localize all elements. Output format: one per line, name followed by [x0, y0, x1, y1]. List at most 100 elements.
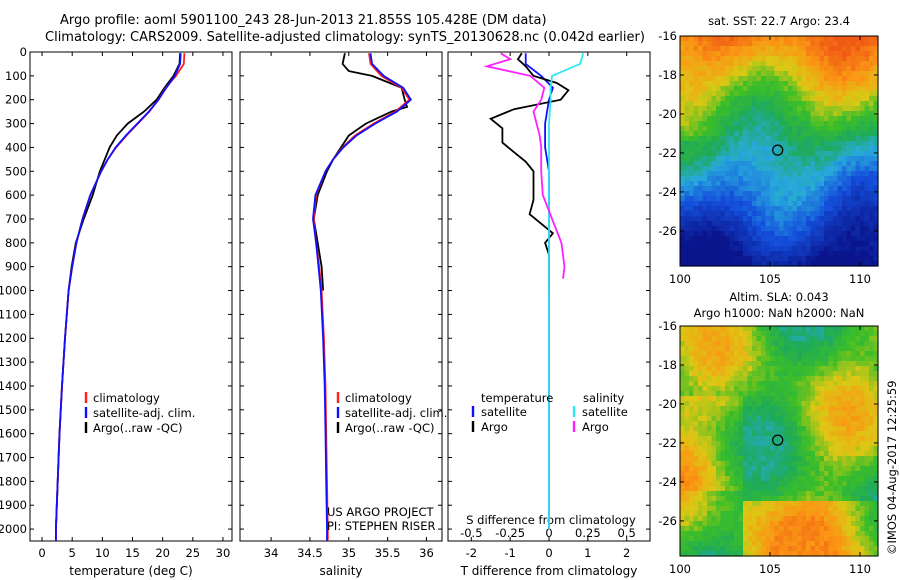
s-difference-tick-label: 0.5: [618, 526, 636, 540]
plot-frame-temperature: [29, 51, 233, 542]
lat-tick-label: -24: [658, 185, 677, 199]
credit-timestamp: ©IMOS 04-Aug-2017 12:25:59: [885, 380, 899, 555]
salinity-axis-tick-label: 34: [264, 546, 279, 560]
legend-label: satellite-adj. clim.: [345, 406, 447, 420]
t-difference-axis-label: T difference from climatology: [460, 564, 638, 578]
depth-tick-label: 0: [20, 45, 27, 59]
lat-tick-label: -16: [658, 29, 677, 43]
sst-map-title: sat. SST: 22.7 Argo: 23.4: [708, 14, 850, 28]
temperature-axis-tick-label: 20: [155, 546, 170, 560]
lon-tick-label: 100: [669, 272, 691, 286]
temperature-axis-tick-label: 0: [38, 546, 45, 560]
depth-tick-label: 200: [5, 93, 27, 107]
s-difference-tick-label: -0.25: [495, 526, 525, 540]
t-difference-axis-tick-label: 2: [623, 546, 630, 560]
temperature-axis-tick-label: 5: [69, 546, 76, 560]
depth-tick-label: 1200: [0, 331, 27, 345]
depth-tick-label: 1900: [0, 498, 27, 512]
legend-title-temperature: temperature: [481, 391, 553, 405]
salinity-axis-tick-label: 35.5: [375, 546, 401, 560]
s-difference-tick-label: 0.25: [575, 526, 601, 540]
temperature-axis-label: temperature (deg C): [69, 564, 192, 578]
lat-tick-label: -26: [658, 224, 677, 238]
legend-label: satellite: [481, 405, 527, 419]
map-frame-sst-map: [679, 35, 879, 267]
lat-tick-label: -24: [658, 475, 677, 489]
depth-tick-label: 400: [5, 140, 27, 154]
lat-tick-label: -18: [658, 68, 677, 82]
depth-tick-label: 100: [5, 69, 27, 83]
lat-tick-label: -22: [658, 436, 677, 450]
argo-location-marker: [772, 144, 784, 156]
map-sst-map: [680, 36, 879, 267]
sla-map-title-line2: Argo h1000: NaN h2000: NaN: [694, 306, 865, 320]
difference-line-temperature-Argo: [488, 52, 570, 291]
salinity-axis-tick-label: 36: [419, 546, 434, 560]
lat-tick-label: -22: [658, 146, 677, 160]
depth-tick-label: 600: [5, 188, 27, 202]
sla-map-title-line1: Altim. SLA: 0.043: [729, 290, 828, 304]
depth-tick-label: 500: [5, 164, 27, 178]
lat-tick-label: -20: [658, 107, 677, 121]
depth-tick-label: 1700: [0, 451, 27, 465]
temperature-line-satellite-adj: [55, 53, 182, 541]
lon-tick-label: 105: [759, 562, 781, 576]
t-difference-axis-tick-label: -2: [466, 546, 477, 560]
depth-tick-label: 1100: [0, 307, 27, 321]
depth-tick-label: 1000: [0, 284, 27, 298]
s-difference-tick-label: 0: [545, 526, 552, 540]
salinity-line-Argo: [312, 53, 409, 291]
salinity-axis-tick-label: 35: [341, 546, 356, 560]
t-difference-axis-tick-label: 0: [545, 546, 552, 560]
legend-label: satellite-adj. clim.: [93, 406, 195, 420]
lat-tick-label: -26: [658, 514, 677, 528]
legend-label: satellite: [582, 405, 628, 419]
temperature-axis-tick-label: 25: [185, 546, 200, 560]
legend-label: Argo: [582, 420, 609, 434]
legend-label: Argo: [481, 420, 508, 434]
t-difference-axis-tick-label: -1: [504, 546, 515, 560]
legend-label: Argo(..raw -QC): [345, 421, 435, 435]
temperature-axis-tick-label: 15: [125, 546, 140, 560]
depth-tick-label: 700: [5, 212, 27, 226]
depth-tick-label: 300: [5, 117, 27, 131]
figure-title-line1: Argo profile: aoml 5901100_243 28-Jun-20…: [60, 13, 547, 28]
s-difference-axis-label: S difference from climatology: [466, 513, 636, 527]
argo-location-marker: [772, 434, 784, 446]
lat-tick-label: -16: [658, 319, 677, 333]
lon-tick-label: 110: [849, 562, 871, 576]
depth-tick-label: 1500: [0, 403, 27, 417]
plot-frame-salinity: [239, 51, 443, 542]
salinity-axis-tick-label: 34.5: [297, 546, 323, 560]
depth-tick-label: 1800: [0, 474, 27, 488]
lat-tick-label: -18: [658, 358, 677, 372]
depth-tick-label: 1400: [0, 379, 27, 393]
depth-tick-label: 800: [5, 236, 27, 250]
difference-line-salinity-Argo: [483, 52, 566, 279]
depth-tick-label: 2000: [0, 522, 27, 536]
temperature-axis-tick-label: 10: [95, 546, 110, 560]
depth-tick-label: 1600: [0, 427, 27, 441]
project-annotation: US ARGO PROJECT: [327, 505, 435, 519]
pi-annotation: PI: STEPHEN RISER: [327, 519, 436, 533]
legend-title-salinity: salinity: [583, 391, 624, 405]
salinity-axis-label: salinity: [319, 564, 362, 578]
temperature-line-climatology: [55, 53, 186, 541]
lon-tick-label: 110: [849, 272, 871, 286]
temperature-line-Argo: [55, 53, 181, 541]
lon-tick-label: 105: [759, 272, 781, 286]
figure-title-line2: Climatology: CARS2009. Satellite-adjuste…: [45, 30, 645, 45]
temperature-axis-tick-label: 30: [216, 546, 231, 560]
map-frame-sla-map: [679, 325, 879, 557]
depth-tick-label: 900: [5, 260, 27, 274]
legend-label: Argo(..raw -QC): [93, 421, 183, 435]
difference-line-salinity-satellite: [548, 52, 585, 530]
lat-tick-label: -20: [658, 397, 677, 411]
legend-label: climatology: [93, 391, 160, 405]
t-difference-axis-tick-label: 1: [584, 546, 591, 560]
salinity-line-satellite-adj: [312, 53, 413, 541]
lon-tick-label: 100: [669, 562, 691, 576]
map-sla-map: [680, 326, 879, 557]
s-difference-tick-label: -0.5: [460, 526, 482, 540]
